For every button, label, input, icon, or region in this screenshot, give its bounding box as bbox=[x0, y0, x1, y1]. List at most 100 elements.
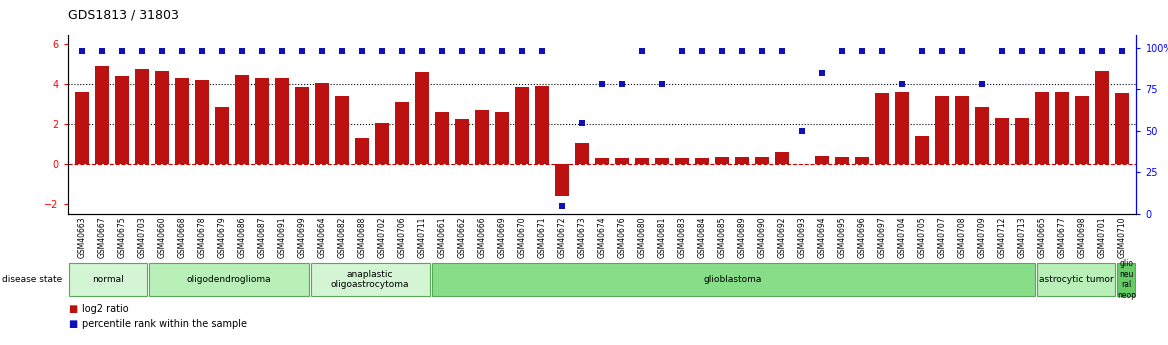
Point bbox=[513, 48, 531, 54]
Bar bbox=[735, 157, 749, 164]
Point bbox=[252, 48, 271, 54]
Point bbox=[613, 81, 632, 87]
Bar bbox=[134, 69, 148, 164]
Point bbox=[592, 81, 612, 87]
Bar bbox=[235, 75, 249, 164]
Bar bbox=[995, 118, 1009, 164]
Text: astrocytic tumor: astrocytic tumor bbox=[1038, 275, 1113, 284]
Bar bbox=[475, 110, 489, 164]
Point bbox=[292, 48, 311, 54]
Point bbox=[353, 48, 371, 54]
Bar bbox=[69, 263, 147, 296]
Point bbox=[313, 48, 332, 54]
Point bbox=[853, 48, 871, 54]
Bar bbox=[432, 263, 1035, 296]
Point bbox=[533, 48, 551, 54]
Point bbox=[333, 48, 352, 54]
Point bbox=[1113, 48, 1132, 54]
Bar bbox=[635, 158, 649, 164]
Point bbox=[473, 48, 492, 54]
Point bbox=[712, 48, 731, 54]
Text: ■: ■ bbox=[68, 319, 77, 329]
Bar bbox=[375, 123, 389, 164]
Bar bbox=[335, 96, 349, 164]
Bar bbox=[255, 78, 269, 164]
Point bbox=[132, 48, 151, 54]
Bar bbox=[875, 93, 889, 164]
Bar bbox=[616, 158, 630, 164]
Bar bbox=[155, 71, 169, 164]
Bar bbox=[975, 107, 989, 164]
Point bbox=[753, 48, 772, 54]
Text: percentile rank within the sample: percentile rank within the sample bbox=[82, 319, 246, 329]
Bar bbox=[815, 156, 829, 164]
Bar bbox=[434, 112, 449, 164]
Bar bbox=[274, 78, 288, 164]
Bar bbox=[855, 157, 869, 164]
Bar bbox=[756, 157, 770, 164]
Bar bbox=[1037, 263, 1115, 296]
Point bbox=[833, 48, 851, 54]
Bar bbox=[294, 87, 308, 164]
Text: log2 ratio: log2 ratio bbox=[82, 304, 128, 314]
Point bbox=[872, 48, 891, 54]
Point bbox=[432, 48, 451, 54]
Text: glioblastoma: glioblastoma bbox=[704, 275, 763, 284]
Bar bbox=[114, 76, 128, 164]
Point bbox=[1093, 48, 1112, 54]
Bar bbox=[896, 92, 910, 164]
Bar bbox=[415, 72, 429, 164]
Bar bbox=[1118, 263, 1135, 296]
Point bbox=[112, 48, 131, 54]
Bar bbox=[75, 92, 89, 164]
Point bbox=[993, 48, 1011, 54]
Point bbox=[232, 48, 251, 54]
Bar bbox=[655, 158, 669, 164]
Point bbox=[493, 48, 512, 54]
Bar bbox=[916, 136, 930, 164]
Point bbox=[793, 128, 812, 134]
Text: GDS1813 / 31803: GDS1813 / 31803 bbox=[68, 9, 179, 22]
Point bbox=[213, 48, 231, 54]
Point bbox=[1054, 48, 1072, 54]
Point bbox=[392, 48, 411, 54]
Point bbox=[552, 203, 571, 208]
Point bbox=[653, 81, 672, 87]
Bar bbox=[1035, 92, 1049, 164]
Point bbox=[193, 48, 211, 54]
Bar bbox=[395, 102, 409, 164]
Bar bbox=[955, 96, 969, 164]
Text: oligodendroglioma: oligodendroglioma bbox=[187, 275, 271, 284]
Bar bbox=[776, 152, 790, 164]
Bar bbox=[456, 119, 470, 164]
Point bbox=[373, 48, 391, 54]
Text: anaplastic
oligoastrocytoma: anaplastic oligoastrocytoma bbox=[331, 270, 410, 289]
Bar bbox=[835, 157, 849, 164]
Text: ■: ■ bbox=[68, 304, 77, 314]
Text: normal: normal bbox=[92, 275, 124, 284]
Text: glio
neu
ral
neop: glio neu ral neop bbox=[1117, 259, 1136, 299]
Bar bbox=[95, 66, 109, 164]
Point bbox=[153, 48, 172, 54]
Bar bbox=[695, 158, 709, 164]
Point bbox=[693, 48, 711, 54]
Point bbox=[953, 48, 972, 54]
Bar bbox=[195, 80, 209, 164]
Bar bbox=[175, 78, 189, 164]
Bar bbox=[1076, 96, 1090, 164]
Point bbox=[272, 48, 291, 54]
Bar bbox=[355, 138, 369, 164]
Point bbox=[572, 120, 591, 125]
Point bbox=[1033, 48, 1051, 54]
Point bbox=[913, 48, 932, 54]
Bar bbox=[1015, 118, 1029, 164]
Point bbox=[72, 48, 91, 54]
Point bbox=[633, 48, 652, 54]
Point bbox=[173, 48, 192, 54]
Bar bbox=[215, 107, 229, 164]
Point bbox=[973, 81, 992, 87]
Bar bbox=[555, 164, 569, 196]
Point bbox=[673, 48, 691, 54]
Bar bbox=[150, 263, 308, 296]
Point bbox=[933, 48, 952, 54]
